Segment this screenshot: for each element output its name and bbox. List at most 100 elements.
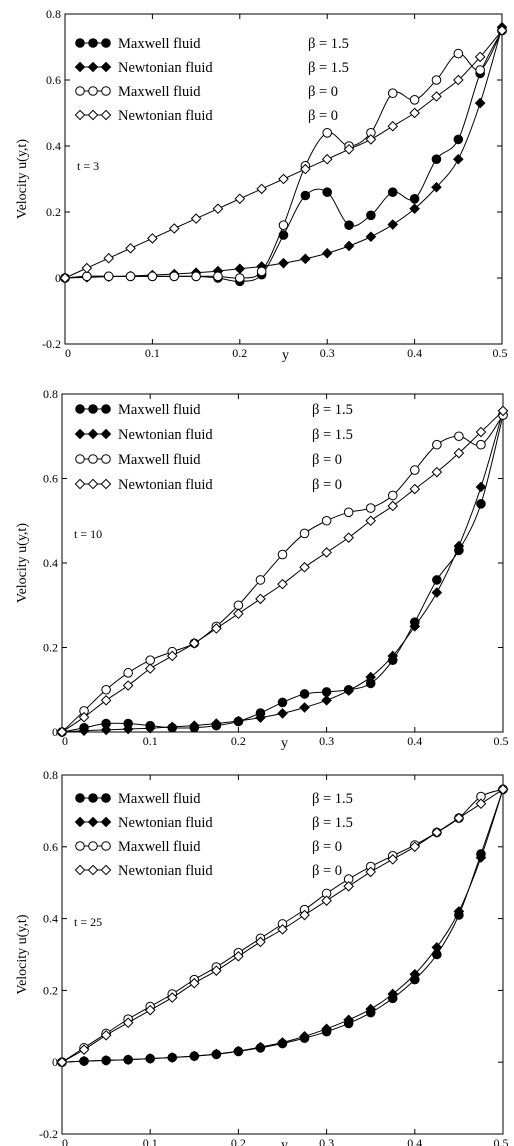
time-annotation: t = 3 bbox=[77, 159, 99, 173]
legend-label: Maxwell fluid bbox=[118, 791, 201, 807]
legend-beta: β = 0 bbox=[312, 477, 342, 493]
data-point bbox=[256, 266, 267, 277]
x-tick-label: 0.3 bbox=[320, 346, 335, 360]
data-point bbox=[125, 242, 136, 254]
data-point bbox=[211, 718, 222, 729]
data-point bbox=[431, 75, 442, 85]
data-point bbox=[234, 263, 246, 275]
data-point bbox=[211, 1048, 222, 1060]
legend-marker bbox=[88, 454, 98, 464]
data-point bbox=[103, 252, 115, 264]
data-point bbox=[233, 1045, 244, 1057]
data-point bbox=[387, 500, 399, 512]
y-tick-label: 0.8 bbox=[43, 387, 58, 401]
data-point bbox=[122, 723, 134, 735]
data-point bbox=[56, 726, 68, 738]
data-point bbox=[277, 549, 288, 560]
data-point bbox=[144, 1053, 156, 1064]
data-point bbox=[343, 1014, 354, 1026]
y-tick-label: 0.2 bbox=[46, 205, 61, 219]
data-point bbox=[387, 88, 398, 98]
data-point bbox=[431, 587, 443, 598]
data-point bbox=[475, 426, 487, 438]
data-point bbox=[453, 48, 464, 59]
data-point bbox=[497, 784, 509, 795]
legend: Maxwell fluid β = 1.5 Newtonian fluid β = 1… bbox=[74, 791, 353, 879]
data-point bbox=[100, 724, 112, 736]
data-point bbox=[166, 1052, 178, 1063]
data-point bbox=[300, 253, 311, 265]
x-tick-label: 0.1 bbox=[143, 734, 158, 748]
legend-label: Maxwell fluid bbox=[118, 36, 201, 52]
plot-frame bbox=[64, 13, 503, 345]
x-tick-label: 0.4 bbox=[407, 734, 422, 748]
y-tick-label: -0.2 bbox=[39, 1127, 58, 1141]
data-point bbox=[387, 854, 399, 865]
data-point bbox=[103, 271, 114, 282]
data-point bbox=[100, 1029, 112, 1041]
data-point bbox=[169, 271, 180, 282]
data-point bbox=[255, 593, 266, 605]
data-point bbox=[321, 515, 332, 526]
data-point bbox=[277, 924, 288, 935]
data-point bbox=[122, 1017, 134, 1029]
data-point bbox=[475, 798, 487, 810]
data-point bbox=[125, 271, 136, 282]
legend-beta: β = 1.5 bbox=[308, 36, 349, 52]
legend-marker bbox=[101, 841, 111, 851]
data-point bbox=[190, 213, 202, 224]
data-point bbox=[321, 1023, 332, 1035]
legend-marker bbox=[75, 793, 85, 803]
x-tick-label: 0 bbox=[65, 346, 71, 360]
data-point bbox=[233, 950, 244, 962]
data-point bbox=[365, 231, 377, 243]
legend-marker bbox=[74, 816, 86, 828]
data-point bbox=[321, 247, 333, 259]
legend-marker bbox=[101, 793, 111, 803]
data-point bbox=[299, 561, 310, 573]
data-point bbox=[366, 210, 376, 221]
data-point bbox=[166, 650, 178, 662]
legend-marker bbox=[87, 61, 99, 73]
data-point bbox=[343, 880, 354, 892]
legend-beta: β = 1.5 bbox=[312, 791, 353, 807]
legend-marker bbox=[87, 478, 99, 490]
x-axis-label: y bbox=[281, 1138, 288, 1146]
legend-marker bbox=[74, 864, 86, 876]
legend-label: Newtonian fluid bbox=[118, 427, 213, 443]
x-tick-label: 0 bbox=[62, 1136, 68, 1146]
legend-marker bbox=[101, 86, 111, 96]
data-point bbox=[474, 51, 486, 63]
data-point bbox=[453, 906, 465, 917]
data-point bbox=[78, 725, 90, 737]
data-point bbox=[278, 173, 289, 185]
data-point bbox=[431, 181, 442, 193]
y-tick-label: 0 bbox=[52, 725, 58, 739]
data-point bbox=[233, 608, 244, 620]
data-point bbox=[191, 271, 201, 282]
legend-label: Newtonian fluid bbox=[118, 815, 213, 831]
legend-marker bbox=[75, 86, 85, 96]
data-point bbox=[233, 715, 244, 727]
data-point bbox=[321, 547, 332, 558]
legend-beta: β = 0 bbox=[312, 452, 342, 468]
data-point bbox=[496, 25, 508, 36]
data-point bbox=[188, 977, 200, 989]
legend-beta: β = 1.5 bbox=[312, 402, 353, 418]
data-point bbox=[476, 499, 486, 509]
y-axis-label: Velocity u(y,t) bbox=[15, 139, 30, 219]
legend-beta: β = 0 bbox=[312, 863, 342, 879]
data-point bbox=[409, 841, 421, 853]
legend-marker bbox=[101, 38, 111, 48]
x-tick-label: 0.5 bbox=[494, 1136, 509, 1146]
data-point bbox=[277, 697, 288, 708]
data-point bbox=[321, 695, 332, 706]
data-point bbox=[145, 655, 155, 665]
legend-marker bbox=[100, 109, 112, 121]
data-point bbox=[453, 812, 465, 824]
chart-t25: 0 0.1 0.2 0.3 0.4 0.5 -0.2 0 0.2 0.4 0.6 0.8 y Veloci… bbox=[15, 768, 509, 1146]
data-point bbox=[321, 895, 332, 906]
data-point bbox=[278, 257, 289, 269]
x-tick-label: 0.3 bbox=[319, 734, 334, 748]
data-point bbox=[474, 97, 486, 109]
